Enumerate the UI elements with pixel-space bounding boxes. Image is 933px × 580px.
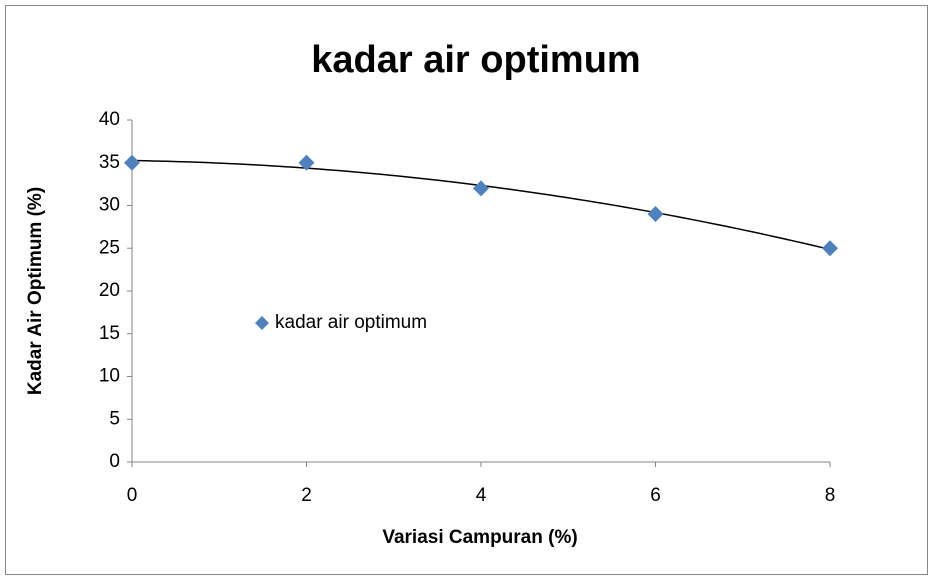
y-tick-label: 20: [99, 280, 120, 301]
x-tick-label: 2: [301, 485, 312, 506]
data-point: [473, 180, 489, 197]
data-point: [822, 240, 838, 257]
data-point: [124, 154, 140, 171]
y-tick-label: 35: [99, 152, 120, 173]
chart-title: kadar air optimum: [311, 39, 640, 81]
x-tick-label: 4: [476, 485, 487, 506]
x-tick-label: 6: [650, 485, 661, 506]
x-tick-label: 8: [825, 485, 836, 506]
legend-label: kadar air optimum: [275, 312, 427, 333]
x-tick-label: 0: [127, 485, 138, 506]
y-tick-label: 40: [99, 109, 120, 130]
y-tick-label: 25: [99, 237, 120, 258]
chart-border: [5, 5, 928, 575]
y-tick-label: 0: [109, 451, 120, 472]
y-tick-label: 30: [99, 195, 120, 216]
data-point: [647, 206, 664, 223]
x-axis-title: Variasi Campuran (%): [382, 527, 577, 548]
y-axis-title: Kadar Air Optimum (%): [25, 187, 46, 395]
y-tick-label: 15: [99, 323, 120, 344]
y-tick-label: 5: [109, 408, 120, 429]
data-point: [298, 154, 315, 171]
legend-marker: [255, 316, 269, 330]
y-tick-label: 10: [99, 366, 120, 387]
